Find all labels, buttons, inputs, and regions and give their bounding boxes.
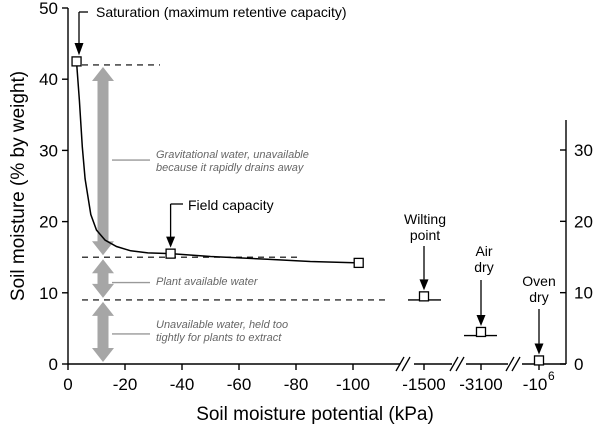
axis-break-1 — [395, 356, 411, 372]
air-dry-label-1: Air — [475, 243, 492, 259]
data-point-2 — [353, 257, 364, 269]
x-tick-label-8: -10 — [523, 375, 548, 394]
data-point-3 — [418, 291, 430, 302]
gravitational-note-line-2: because it rapidly drains away — [156, 162, 305, 174]
data-point-5 — [533, 355, 545, 366]
field-capacity-arrow — [166, 203, 183, 248]
unavailable-note-line-2: tightly for plants to extract — [156, 332, 282, 344]
wilting-point-label-1: Wilting — [404, 211, 446, 227]
wilting-point-arrow — [419, 246, 429, 291]
x-tick-label-5: -100 — [336, 375, 370, 394]
x-tick-label-0: 0 — [63, 375, 72, 394]
x-tick-label-7: -3100 — [459, 375, 502, 394]
x-tick-label-4: -80 — [284, 375, 309, 394]
air-dry-arrow — [476, 280, 486, 326]
oven-dry-arrow — [534, 309, 544, 355]
y-axis-title: Soil moisture (% by weight) — [8, 71, 29, 301]
left-tick-label-10: 10 — [39, 284, 58, 303]
data-point-4 — [475, 326, 487, 338]
data-point-1 — [165, 248, 176, 259]
right-tick-label-10: 10 — [574, 284, 593, 303]
left-tick-label-50: 50 — [39, 0, 58, 18]
x-tick-superscript: 6 — [548, 369, 555, 383]
oven-dry-label-2: dry — [529, 289, 548, 305]
oven-dry-label-1: Oven — [522, 273, 555, 289]
unavailable-note-line-1: Unavailable water, held too — [156, 319, 288, 331]
right-tick-label-20: 20 — [574, 212, 593, 231]
x-tick-label-6: -1500 — [402, 375, 445, 394]
axis-break-3 — [505, 356, 521, 372]
x-tick-label-3: -60 — [227, 375, 252, 394]
field-capacity-label: Field capacity — [188, 197, 274, 213]
right-tick-label-30: 30 — [574, 141, 593, 160]
right-y-ticks: 0 10 20 30 — [560, 141, 593, 374]
left-tick-label-20: 20 — [39, 213, 58, 232]
annotation-arrows — [74, 11, 544, 355]
moisture-curve — [75, 61, 359, 264]
x-tick-label-2: -40 — [170, 375, 195, 394]
left-tick-label-0: 0 — [49, 355, 58, 374]
data-point-0 — [71, 56, 82, 67]
water-zone-arrows — [92, 66, 114, 362]
plant-available-note: Plant available water — [156, 276, 259, 288]
x-ticks: 0 -20 -40 -60 -80 -100 -1500 -3100 -10 6 — [63, 364, 555, 394]
left-tick-label-30: 30 — [39, 141, 58, 160]
x-axis-title: Soil moisture potential (kPa) — [196, 404, 434, 425]
left-tick-label-40: 40 — [39, 70, 58, 89]
x-tick-label-1: -20 — [113, 375, 138, 394]
unavailable-note: Unavailable water, held too tightly for … — [156, 319, 288, 344]
gravitational-zone-arrow — [92, 66, 114, 256]
saturation-arrow — [74, 11, 88, 56]
plant-available-note-line-1: Plant available water — [156, 276, 259, 288]
gravitational-note-line-1: Gravitational water, unavailable — [156, 149, 309, 161]
axes — [67, 8, 567, 372]
plant-available-zone-arrow — [92, 259, 114, 298]
data-markers — [71, 56, 545, 366]
right-tick-label-0: 0 — [574, 355, 583, 374]
left-y-ticks: 0 10 20 30 40 50 — [39, 0, 68, 374]
saturation-label: Saturation (maximum retentive capacity) — [96, 4, 347, 20]
air-dry-label-2: dry — [474, 259, 493, 275]
axis-break-2 — [449, 356, 465, 372]
gravitational-note: Gravitational water, unavailable because… — [156, 149, 309, 174]
unavailable-zone-arrow — [92, 301, 114, 362]
wilting-point-label-2: point — [410, 227, 440, 243]
